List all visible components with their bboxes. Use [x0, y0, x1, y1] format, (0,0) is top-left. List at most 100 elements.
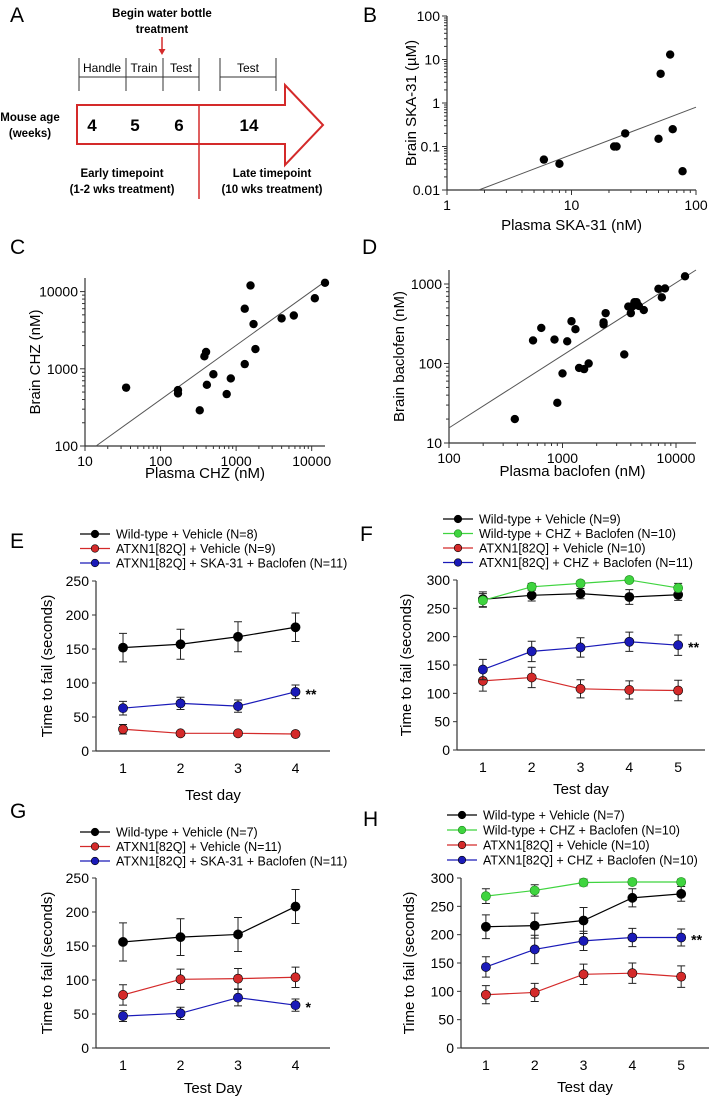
legend-label: Wild-type + Vehicle (N=7)	[116, 826, 258, 840]
series-line	[122, 691, 296, 709]
late-timepoint-line2: (10 wks treatment)	[222, 184, 323, 196]
data-point	[575, 588, 586, 599]
data-point	[575, 683, 586, 694]
data-point	[240, 359, 249, 369]
data-point	[654, 134, 663, 144]
data-point	[539, 155, 549, 164]
data-point	[320, 278, 330, 287]
legend-marker	[90, 544, 100, 553]
data-point	[290, 622, 301, 633]
y-tick-label: 250	[66, 870, 90, 886]
data-point	[676, 971, 687, 982]
data-point	[526, 581, 537, 592]
data-point	[558, 369, 567, 378]
data-point	[578, 915, 589, 926]
data-point	[290, 972, 301, 983]
panel-label: A	[10, 4, 24, 27]
age-label-line1: Mouse age	[0, 112, 59, 124]
data-point	[678, 167, 687, 176]
data-point	[477, 664, 488, 675]
series-line	[122, 976, 296, 996]
data-point	[246, 281, 255, 290]
data-point	[526, 646, 537, 657]
data-point	[627, 892, 638, 903]
y-tick-label: 100	[419, 355, 443, 371]
legend-label: ATXN1[82Q] + Vehicle (N=9)	[116, 542, 276, 556]
x-tick-label: 4	[292, 1057, 300, 1073]
y-tick-label: 250	[66, 573, 90, 589]
legend-label: Wild-type + CHZ + Baclofen (N=10)	[479, 527, 676, 541]
legend-marker	[90, 558, 100, 568]
data-point	[578, 936, 589, 946]
data-point	[249, 319, 258, 329]
data-point	[290, 729, 301, 739]
data-point	[529, 885, 540, 896]
data-point	[550, 335, 559, 344]
phase-test-early: Test	[170, 61, 193, 75]
y-tick-label: 200	[431, 927, 455, 943]
y-tick-label: 150	[66, 641, 90, 657]
significance-marker: **	[691, 932, 702, 948]
x-tick-label: 4	[628, 1057, 636, 1073]
x-tick-label: 100	[149, 453, 173, 469]
legend-label: ATXN1[82Q] + CHZ + Baclofen (N=10)	[483, 854, 698, 868]
y-tick-label: 0	[81, 1040, 89, 1056]
data-point	[251, 344, 260, 354]
data-point	[222, 389, 231, 399]
series	[480, 877, 687, 904]
y-tick-label: 100	[427, 685, 451, 701]
data-point	[526, 590, 537, 601]
data-point	[627, 968, 638, 979]
y-tick-label: 0	[442, 742, 450, 758]
x-axis-label: Plasma SKA-31 (nM)	[501, 217, 642, 234]
series	[118, 966, 301, 1006]
phase-brackets	[78, 58, 277, 91]
age-label-line2: (weeks)	[9, 128, 51, 140]
timeline-arrow	[76, 82, 325, 168]
legend-label: ATXN1[82Q] + SKA-31 + Baclofen (N=11)	[116, 855, 347, 869]
data-point	[624, 685, 635, 695]
x-tick-label: 3	[234, 760, 242, 776]
x-tick-label: 10000	[657, 450, 696, 466]
data-point	[620, 350, 629, 359]
data-point	[510, 414, 520, 424]
y-tick-label: 150	[431, 955, 455, 971]
data-point	[233, 929, 243, 940]
data-point	[676, 888, 687, 899]
data-point	[627, 932, 638, 943]
data-point	[575, 642, 586, 653]
treatment-note-line1: Begin water bottle	[112, 8, 212, 20]
x-tick-label: 1000	[221, 453, 252, 469]
x-tick-label: 1	[479, 759, 487, 775]
series	[477, 588, 684, 608]
legend-label: ATXN1[82Q] + Vehicle (N=10)	[479, 542, 646, 556]
y-tick-label: 50	[434, 714, 450, 730]
y-tick-label: 0	[81, 743, 89, 759]
data-point	[277, 314, 286, 323]
x-tick-label: 2	[177, 1057, 185, 1073]
data-point	[289, 311, 299, 320]
series	[477, 575, 684, 608]
x-axis-label: Test day	[185, 787, 241, 804]
treatment-note-line2: treatment	[136, 24, 189, 36]
data-point	[233, 973, 243, 984]
series	[118, 723, 301, 739]
data-point	[612, 142, 621, 151]
data-point	[118, 724, 128, 735]
data-point	[563, 337, 572, 346]
y-tick-label: 300	[431, 870, 455, 886]
late-timepoint-line1: Late timepoint	[233, 168, 312, 180]
phase-handle: Handle	[83, 61, 121, 75]
data-point	[121, 383, 131, 392]
data-point	[555, 159, 564, 169]
data-point	[578, 969, 589, 980]
data-point	[240, 304, 249, 313]
panel-a-timeline: A Begin water bottle treatment Handle Tr…	[0, 4, 325, 199]
age-6: 6	[174, 116, 183, 135]
data-point	[118, 1011, 128, 1021]
y-tick-label: 100	[417, 8, 441, 24]
x-tick-label: 1000	[547, 450, 578, 466]
data-point	[526, 672, 537, 683]
